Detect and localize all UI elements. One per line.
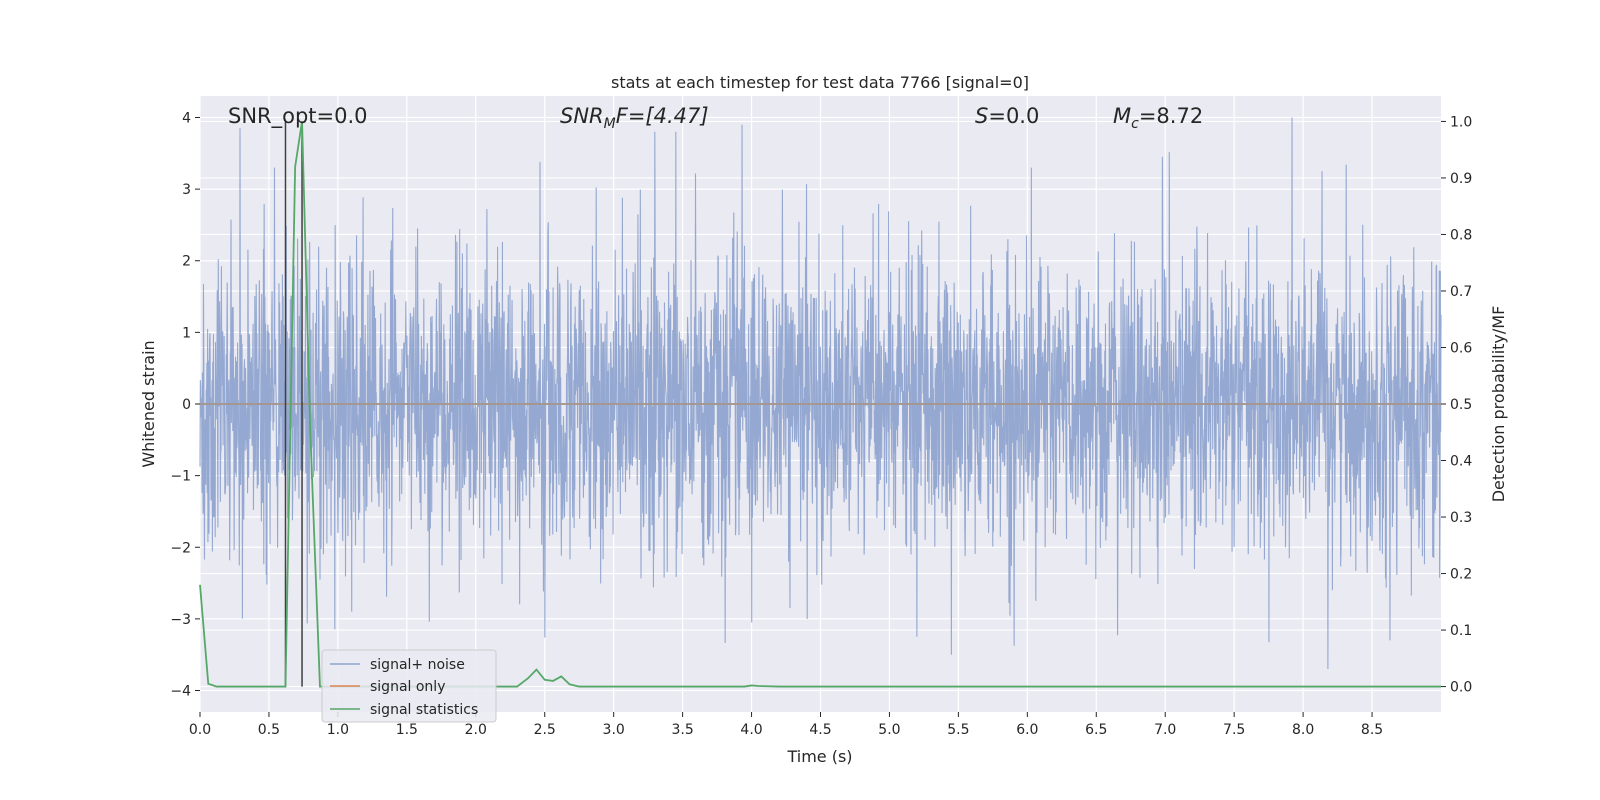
legend-label-signal-statistics: signal statistics [370, 702, 478, 718]
x-tick-label: 3.0 [603, 722, 625, 738]
signal-noise-line [199, 117, 1442, 670]
y-right-tick-label: 0.3 [1450, 510, 1472, 526]
mc-value: =8.72 [1139, 104, 1203, 128]
y-left-tick-label: −3 [170, 612, 191, 628]
x-tick-label: 8.0 [1292, 722, 1314, 738]
signal-statistics-line [199, 121, 1441, 688]
signal-noise-series [199, 117, 1442, 670]
y-right-tick-label: 0.0 [1450, 680, 1472, 696]
x-tick-label: 3.5 [671, 722, 693, 738]
x-tick-label: 8.5 [1361, 722, 1383, 738]
x-tick-label: 7.5 [1223, 722, 1245, 738]
y-left-tick-label: 1 [182, 325, 191, 341]
x-tick-label: 2.5 [534, 722, 556, 738]
legend-label-signal-noise: signal+ noise [370, 657, 465, 673]
y-left-tick-label: −2 [170, 540, 191, 556]
y-left-tick-label: 2 [182, 254, 191, 270]
annotation-s: S=0.0 [975, 104, 1039, 128]
vertical-markers [284, 121, 303, 687]
y-left-axis-label: Whitened strain [139, 340, 158, 467]
x-tick-label: 4.5 [809, 722, 831, 738]
y-left-tick-label: 0 [182, 397, 191, 413]
mc-label: M [1113, 104, 1131, 128]
x-tick-label: 5.5 [947, 722, 969, 738]
x-tick-label: 0.0 [189, 722, 211, 738]
x-tick-label: 1.0 [327, 722, 349, 738]
legend-box [321, 649, 497, 723]
y-left-tick-label: 4 [182, 110, 191, 126]
y-right-axis-ticks: 1.0 0.9 0.8 0.7 0.6 0.5 0.4 0.3 0.2 0.1 0.0 [1441, 114, 1472, 696]
snr-mf-label: SNR [560, 104, 604, 128]
x-tick-label: 7.0 [1154, 722, 1176, 738]
y-right-tick-label: 0.4 [1450, 454, 1472, 470]
y-right-axis-label: Detection probability/MF [1489, 306, 1508, 503]
x-tick-label: 2.0 [465, 722, 487, 738]
annotation-mc: Mc=8.72 [1113, 104, 1203, 132]
y-right-tick-label: 1.0 [1450, 114, 1472, 130]
x-tick-label: 6.5 [1085, 722, 1107, 738]
x-tick-label: 4.0 [740, 722, 762, 738]
legend: signal+ noise signal only signal statist… [321, 649, 497, 723]
snr-mf-subscript: M [604, 116, 616, 132]
y-left-tick-label: 3 [182, 182, 191, 198]
y-right-tick-label: 0.8 [1450, 227, 1472, 243]
y-right-tick-label: 0.7 [1450, 284, 1472, 300]
y-right-tick-label: 0.9 [1450, 171, 1472, 187]
y-left-tick-label: −1 [170, 469, 191, 485]
x-tick-label: 1.5 [396, 722, 418, 738]
y-left-tick-label: −4 [170, 684, 191, 700]
s-label: S [975, 104, 988, 128]
x-axis-ticks: 0.0 0.5 1.0 1.5 2.0 2.5 3.0 3.5 4.0 4.5 5.0 5.5 6.0 6… [189, 712, 1383, 738]
x-tick-label: 5.0 [878, 722, 900, 738]
annotation-snr-opt: SNR_opt=0.0 [228, 104, 368, 129]
annotation-snr-mf: SNRMF=[4.47] [560, 104, 709, 132]
snr-mf-tail: F=[4.47] [616, 104, 709, 128]
x-tick-label: 6.0 [1016, 722, 1038, 738]
y-left-axis-ticks: 4 3 2 1 0 −1 −2 −3 −4 [170, 110, 200, 700]
mc-subscript: c [1131, 116, 1139, 132]
signal-statistics-series [199, 121, 1441, 688]
y-right-tick-label: 0.5 [1450, 397, 1472, 413]
y-right-tick-label: 0.6 [1450, 340, 1472, 356]
legend-label-signal-only: signal only [370, 679, 445, 695]
chart-title: stats at each timestep for test data 776… [611, 73, 1029, 92]
s-value: =0.0 [988, 104, 1039, 128]
y-right-tick-label: 0.1 [1450, 623, 1472, 639]
y-right-tick-label: 0.2 [1450, 567, 1472, 583]
x-tick-label: 0.5 [258, 722, 280, 738]
x-axis-label: Time (s) [786, 747, 852, 766]
